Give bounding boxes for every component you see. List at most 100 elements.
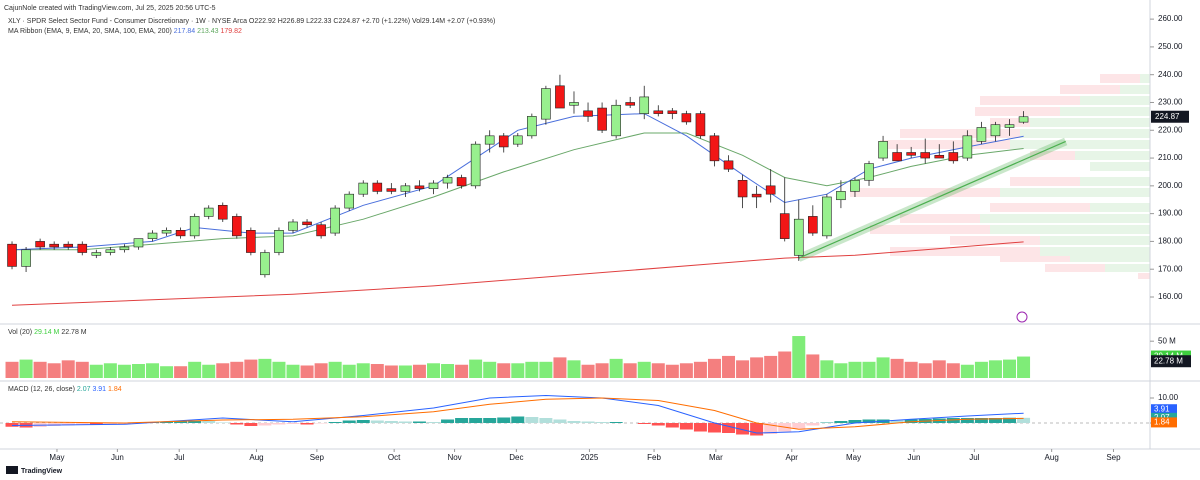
x-tick-label: Feb bbox=[647, 453, 661, 462]
candle-body bbox=[21, 249, 31, 267]
candle-body bbox=[681, 113, 692, 123]
macd-histogram-bar bbox=[258, 423, 272, 426]
candle-body bbox=[751, 193, 762, 198]
volume-bar bbox=[146, 363, 160, 378]
candle-body bbox=[484, 135, 495, 145]
volume-bar bbox=[160, 366, 174, 378]
volume-bar bbox=[904, 361, 918, 378]
macd-histogram-bar bbox=[300, 423, 314, 425]
volume-bar bbox=[75, 361, 89, 378]
volume-bar bbox=[834, 363, 848, 378]
volume-bar bbox=[33, 361, 47, 378]
candle-body bbox=[920, 152, 931, 159]
candle-body bbox=[934, 154, 945, 159]
candle-body bbox=[161, 230, 172, 234]
macd-histogram-bar bbox=[272, 423, 286, 425]
y-tick-label: 10.00 bbox=[1158, 393, 1179, 402]
volume-bar bbox=[342, 364, 356, 378]
macd-badge-label: 3.91 bbox=[1154, 404, 1170, 413]
volume-bar bbox=[300, 365, 314, 378]
volume-badge-label: 22.78 M bbox=[1154, 356, 1183, 365]
candle-body bbox=[302, 221, 312, 226]
volume-bar bbox=[960, 364, 974, 378]
volume-bar bbox=[567, 360, 581, 378]
macd-histogram-bar bbox=[117, 423, 131, 424]
candle-body bbox=[260, 252, 270, 276]
candle-body bbox=[217, 204, 228, 220]
footer-text: TradingView bbox=[21, 468, 63, 475]
x-tick-label: 2025 bbox=[581, 453, 599, 462]
candle-body bbox=[639, 96, 650, 114]
volume-bar bbox=[174, 366, 188, 378]
candle-body bbox=[77, 243, 88, 253]
macd-histogram-bar bbox=[609, 422, 623, 423]
macd-badge-label: 1.84 bbox=[1154, 418, 1170, 427]
macd-histogram-bar bbox=[665, 423, 679, 428]
macd-histogram-bar bbox=[216, 422, 230, 423]
candle-body bbox=[91, 252, 102, 256]
macd-histogram-bar bbox=[370, 420, 384, 423]
candle-body bbox=[723, 160, 734, 170]
volume-bar bbox=[89, 364, 103, 378]
candle-body bbox=[695, 113, 706, 137]
volume-bar bbox=[609, 358, 623, 378]
candle-body bbox=[583, 110, 593, 117]
volume-bar bbox=[272, 361, 286, 378]
candle-body bbox=[344, 193, 355, 209]
symbol-legend: XLY · SPDR Select Sector Fund - Consumer… bbox=[8, 18, 495, 25]
volume-bar bbox=[412, 364, 426, 378]
volume-badge bbox=[1151, 355, 1191, 368]
candle-body bbox=[35, 241, 45, 248]
volume-bar bbox=[469, 359, 483, 378]
macd-histogram-bar bbox=[511, 416, 525, 423]
price-badge-label: 224.87 bbox=[1155, 112, 1180, 121]
candle-body bbox=[414, 185, 425, 189]
macd-legend-value: 2.07 bbox=[77, 386, 91, 393]
macd-histogram-bar bbox=[244, 423, 258, 426]
macd-histogram-bar bbox=[736, 423, 750, 435]
ma-legend-value: 179.82 bbox=[221, 28, 243, 35]
volume-bar bbox=[595, 363, 609, 378]
macd-histogram-bar bbox=[328, 422, 342, 423]
macd-legend-value: 3.91 bbox=[92, 386, 106, 393]
macd-histogram-bar bbox=[567, 421, 581, 423]
ma-legend-value: 213.43 bbox=[197, 28, 219, 35]
macd-histogram-bar bbox=[539, 418, 553, 423]
candle-body bbox=[63, 243, 74, 248]
candle-body bbox=[119, 246, 130, 251]
x-tick-label: Dec bbox=[509, 453, 523, 462]
candle-body bbox=[470, 143, 481, 187]
macd-histogram-bar bbox=[469, 418, 483, 423]
macd-histogram-bar bbox=[904, 419, 918, 423]
macd-histogram-bar bbox=[314, 423, 328, 424]
volume-bar bbox=[19, 359, 33, 378]
macd-histogram-bar bbox=[862, 419, 876, 423]
macd-histogram-bar bbox=[1017, 417, 1031, 423]
macd-badge bbox=[1151, 404, 1177, 415]
volume-profile bbox=[850, 74, 1150, 279]
x-tick-label: Mar bbox=[709, 453, 723, 462]
macd-histogram-bar bbox=[103, 423, 117, 425]
volume-bar bbox=[750, 357, 764, 378]
volume-legend: Vol (20) 29.14 M 22.78 M bbox=[8, 329, 87, 336]
macd-histogram-bar bbox=[426, 422, 440, 423]
candle-body bbox=[962, 135, 973, 159]
macd-histogram-bar bbox=[848, 420, 862, 423]
volume-legend-value: 22.78 M bbox=[61, 329, 86, 336]
y-tick-label: 220.00 bbox=[1158, 125, 1183, 134]
volume-bar bbox=[581, 364, 595, 378]
candle-body bbox=[7, 243, 17, 267]
price-badge bbox=[1151, 110, 1189, 123]
candle-body bbox=[133, 238, 144, 248]
volume-bar bbox=[384, 365, 398, 378]
volume-bar bbox=[876, 357, 890, 378]
x-tick-label: Jun bbox=[111, 453, 124, 462]
event-icon bbox=[1016, 311, 1028, 323]
candle-body bbox=[653, 110, 664, 114]
x-tick-label: Sep bbox=[1106, 453, 1121, 462]
macd-histogram-bar bbox=[525, 417, 539, 423]
x-tick-label: Jul bbox=[174, 453, 184, 462]
macd-histogram-bar bbox=[230, 423, 244, 425]
volume-bar bbox=[539, 361, 553, 378]
candle-body bbox=[1004, 124, 1015, 128]
